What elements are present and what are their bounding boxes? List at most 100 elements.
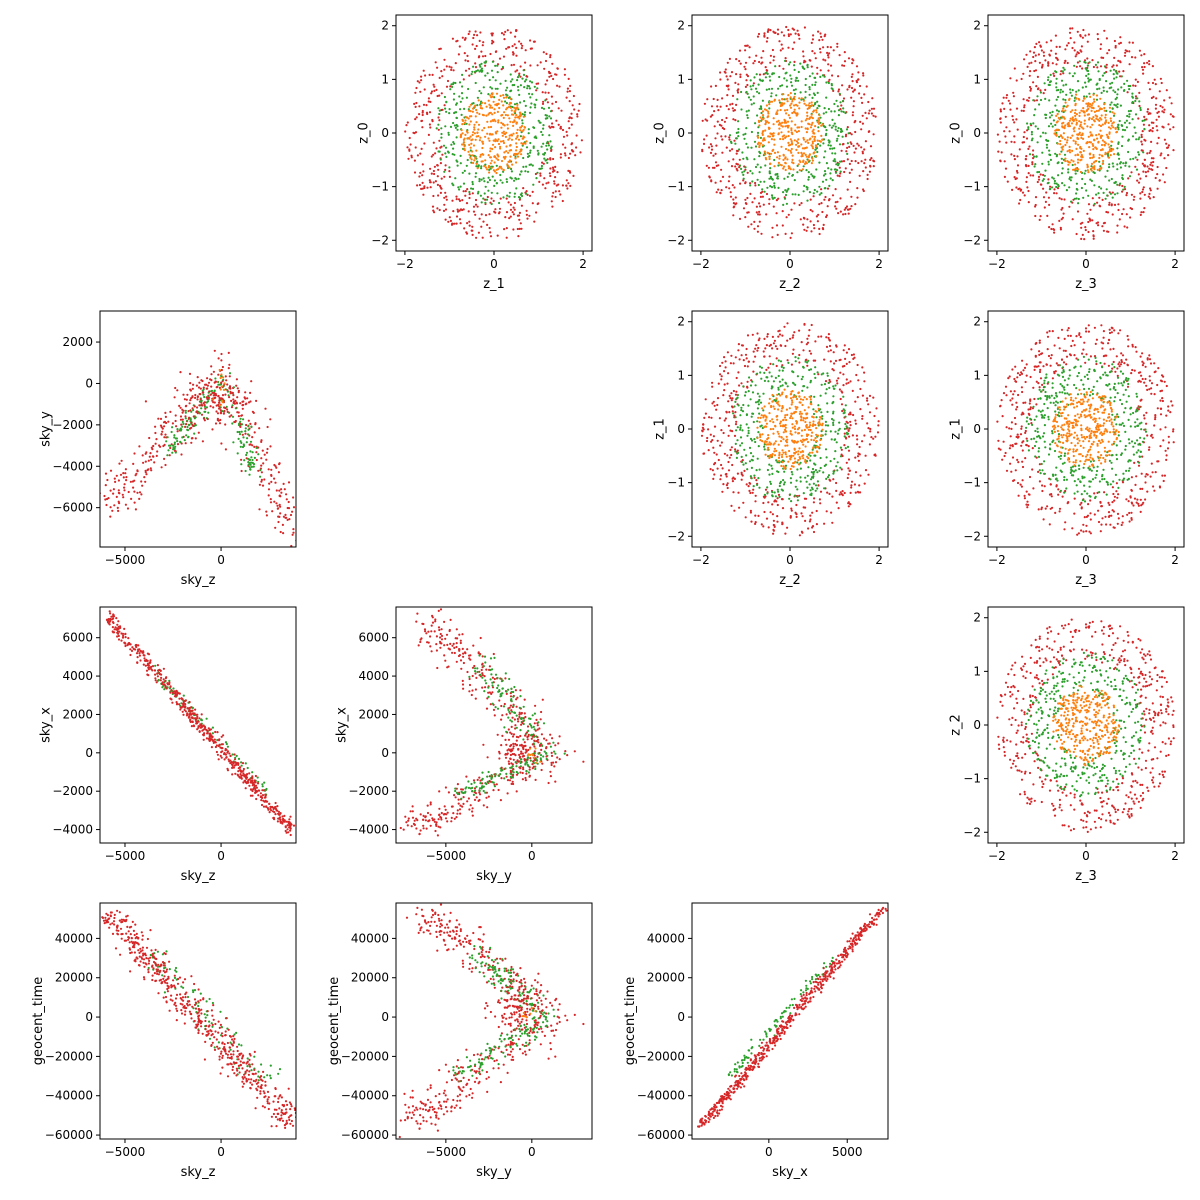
data-point	[803, 102, 806, 105]
data-point	[466, 222, 469, 225]
data-point	[505, 178, 508, 181]
data-point	[516, 106, 519, 109]
data-point	[493, 179, 496, 182]
data-point	[126, 507, 130, 510]
data-point	[1086, 40, 1089, 43]
data-point	[504, 89, 508, 92]
data-point	[478, 217, 481, 220]
data-point	[455, 136, 458, 139]
data-point	[418, 113, 421, 116]
data-point	[1118, 157, 1121, 160]
data-point	[701, 426, 705, 429]
data-point	[1048, 153, 1051, 156]
data-point	[480, 167, 483, 170]
data-point	[513, 195, 516, 198]
data-point	[854, 471, 858, 474]
data-point	[1139, 177, 1142, 180]
data-point	[1115, 130, 1119, 133]
data-point	[1141, 162, 1144, 165]
data-point	[1078, 60, 1081, 63]
data-point	[833, 110, 836, 113]
data-point	[267, 488, 271, 491]
data-point	[1057, 185, 1060, 188]
data-point	[1029, 122, 1032, 125]
data-point	[549, 174, 552, 178]
data-point	[484, 135, 487, 138]
data-point	[274, 526, 277, 529]
data-point	[1115, 64, 1118, 67]
data-point	[1086, 125, 1089, 128]
data-point	[502, 96, 506, 99]
data-point	[1151, 81, 1155, 85]
data-point	[818, 232, 821, 236]
data-point	[570, 143, 573, 146]
data-point	[784, 156, 787, 159]
data-point	[1156, 187, 1159, 190]
data-point	[1061, 126, 1064, 129]
data-point	[171, 422, 174, 425]
data-point	[140, 493, 143, 496]
data-point	[737, 491, 740, 494]
data-point	[815, 215, 819, 218]
data-point	[759, 152, 762, 155]
data-point	[1069, 37, 1072, 40]
data-point	[791, 352, 795, 355]
data-point	[490, 197, 493, 200]
data-point	[832, 89, 835, 92]
data-point	[550, 95, 554, 98]
data-point	[1091, 156, 1094, 159]
data-point	[1156, 173, 1159, 176]
data-point	[1073, 64, 1076, 67]
data-point	[741, 151, 744, 154]
data-point	[827, 107, 831, 111]
data-point	[219, 376, 222, 380]
data-point	[738, 164, 742, 167]
data-point	[1044, 88, 1047, 91]
data-point	[789, 168, 792, 171]
data-point	[251, 458, 254, 462]
data-point	[117, 479, 120, 482]
y-tick-label: 0	[85, 376, 93, 390]
data-point	[1171, 115, 1174, 118]
data-point	[744, 85, 748, 88]
data-point	[806, 337, 809, 340]
data-point	[422, 170, 425, 173]
x-tick-label: −2	[988, 257, 1006, 271]
data-point	[859, 387, 862, 391]
data-point	[1019, 189, 1022, 192]
data-point	[243, 396, 246, 399]
data-point	[497, 121, 500, 124]
data-point	[1091, 197, 1094, 200]
data-point	[462, 182, 466, 185]
data-point	[842, 107, 845, 110]
data-point	[452, 121, 455, 125]
data-point	[819, 75, 822, 78]
data-point	[839, 197, 842, 200]
data-point	[796, 171, 799, 174]
data-point	[517, 214, 521, 217]
data-point	[768, 157, 771, 161]
data-point	[858, 445, 861, 449]
data-point	[438, 109, 441, 112]
data-point	[511, 163, 514, 166]
data-point	[726, 454, 729, 457]
data-point	[1073, 168, 1076, 171]
data-point	[821, 138, 824, 141]
data-point	[1044, 59, 1047, 62]
data-point	[1000, 151, 1003, 154]
axes-frame	[987, 14, 1185, 252]
data-point	[867, 112, 871, 115]
data-point	[773, 165, 776, 168]
data-point	[828, 492, 831, 495]
data-point	[481, 69, 484, 72]
data-point	[157, 417, 160, 420]
data-point	[807, 527, 810, 530]
data-point	[1067, 42, 1070, 45]
data-point	[802, 165, 805, 168]
data-point	[1159, 104, 1162, 108]
data-point	[1106, 211, 1110, 214]
data-point	[831, 521, 834, 524]
data-point	[785, 79, 788, 82]
data-point	[839, 170, 842, 173]
data-point	[765, 517, 769, 520]
